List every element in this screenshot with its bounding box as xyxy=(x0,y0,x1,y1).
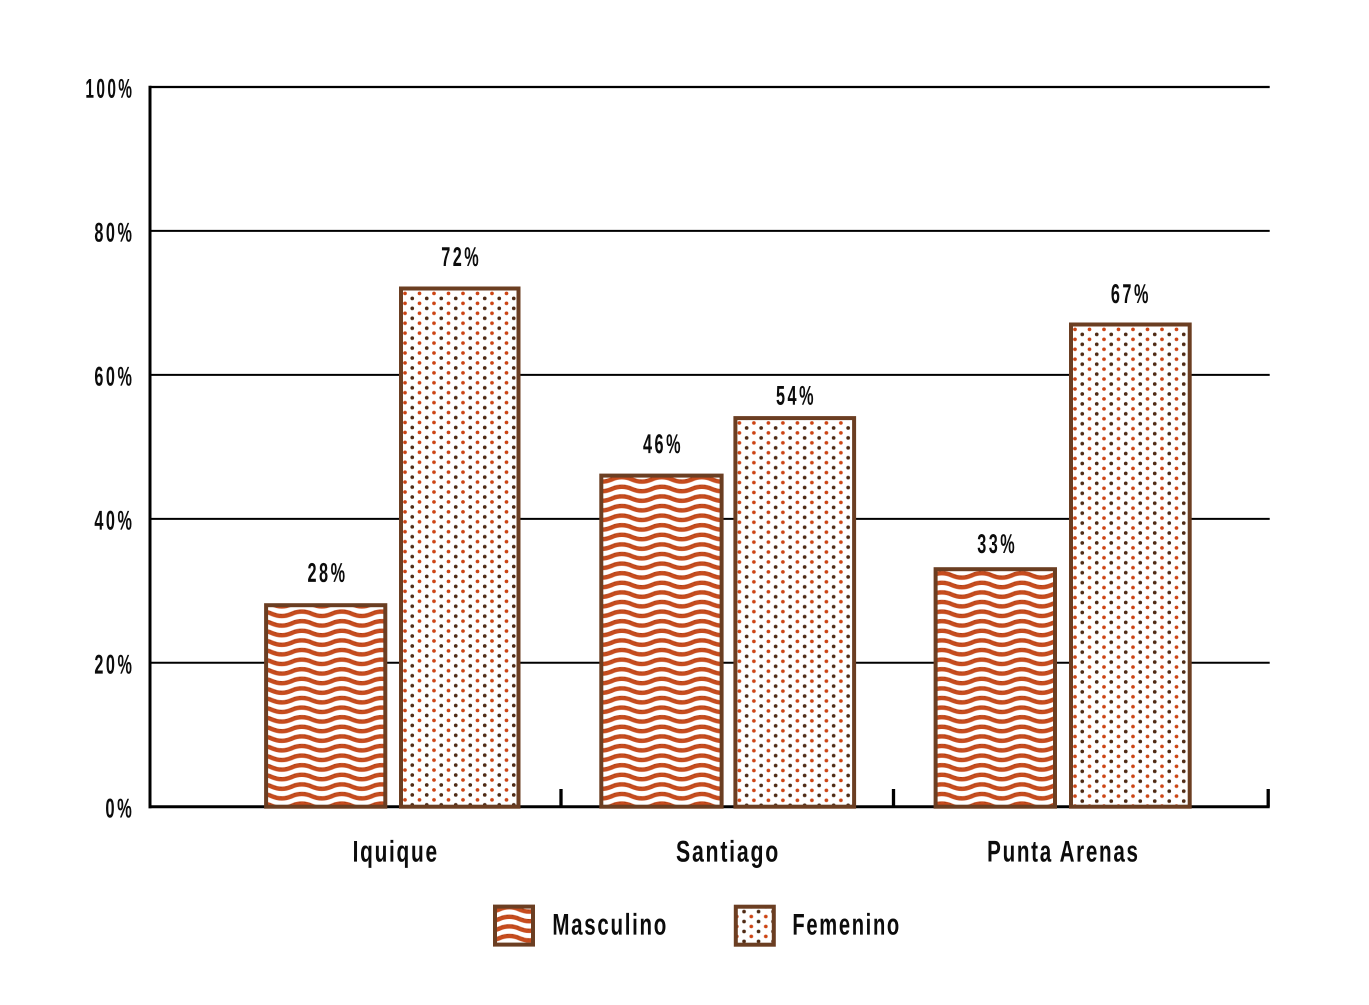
svg-text:Punta Arenas: Punta Arenas xyxy=(987,836,1140,869)
svg-text:Masculino: Masculino xyxy=(552,909,668,942)
svg-text:80%: 80% xyxy=(94,217,134,248)
svg-text:Iquique: Iquique xyxy=(353,836,439,869)
svg-text:33%: 33% xyxy=(977,528,1017,559)
svg-text:60%: 60% xyxy=(94,361,134,392)
svg-text:67%: 67% xyxy=(1111,278,1151,309)
svg-text:Femenino: Femenino xyxy=(792,909,901,942)
svg-text:100%: 100% xyxy=(85,73,134,104)
svg-text:Santiago: Santiago xyxy=(676,836,780,869)
svg-text:20%: 20% xyxy=(94,649,134,680)
svg-text:54%: 54% xyxy=(776,380,816,411)
svg-text:40%: 40% xyxy=(94,505,134,536)
svg-text:28%: 28% xyxy=(307,557,347,588)
svg-text:72%: 72% xyxy=(441,241,481,272)
svg-text:0%: 0% xyxy=(105,792,134,823)
svg-text:46%: 46% xyxy=(643,428,683,459)
